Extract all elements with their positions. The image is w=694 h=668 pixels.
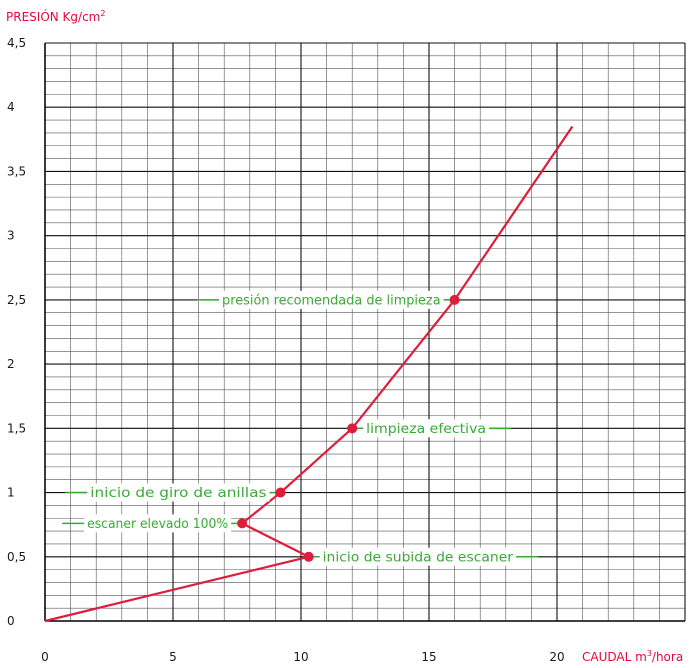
annotation-label: inicio de giro de anillas (90, 486, 267, 501)
x-tick-label: 20 (549, 650, 564, 664)
y-tick-label: 0,5 (7, 550, 26, 564)
y-tick-label: 3,5 (7, 164, 26, 178)
y-tick-label: 1 (7, 486, 15, 500)
x-tick-label: 15 (421, 650, 436, 664)
x-tick-label: 10 (293, 650, 308, 664)
y-tick-label: 4,5 (7, 36, 26, 50)
y-tick-label: 2 (7, 357, 15, 371)
data-point-marker (237, 518, 248, 529)
annotations: inicio de subida de escaner escaner eleva… (62, 290, 539, 566)
data-series (44, 125, 574, 623)
data-point-marker (347, 423, 358, 434)
x-tick-label: 5 (169, 650, 177, 664)
minor-gridlines (44, 42, 686, 622)
annotation-label: escaner elevado 100% (87, 517, 228, 532)
annotation-label: inicio de subida de escaner (323, 550, 514, 565)
y-tick-label: 4 (7, 100, 15, 114)
annotation-background (363, 419, 490, 438)
x-axis-title: CAUDAL m3/hora (582, 649, 683, 664)
data-point-marker (275, 487, 286, 498)
y-tick-label: 0 (7, 614, 15, 628)
major-gridlines (44, 42, 685, 622)
annotation-label: limpieza efectiva (366, 422, 486, 437)
x-tick-label: 0 (41, 650, 49, 664)
annotation-background (319, 547, 517, 566)
series-line (44, 125, 574, 623)
y-tick-label: 3 (7, 229, 15, 243)
y-tick-label: 2,5 (7, 293, 26, 307)
tick-labels: 0 5 10 15 20 0 0,5 1 1,5 2 2,5 3 3,5 4 4,5 (7, 36, 565, 664)
y-tick-label: 1,5 (7, 421, 26, 435)
data-point-marker (303, 551, 314, 562)
axes (44, 43, 686, 622)
data-point-marker (449, 294, 460, 305)
y-axis-title: PRESIÓN Kg/cm2 (6, 9, 105, 24)
annotation-background (219, 290, 444, 309)
annotation-label: presión recomendada de limpieza (222, 293, 441, 308)
annotation-background (84, 514, 232, 533)
annotation-background (87, 483, 270, 502)
